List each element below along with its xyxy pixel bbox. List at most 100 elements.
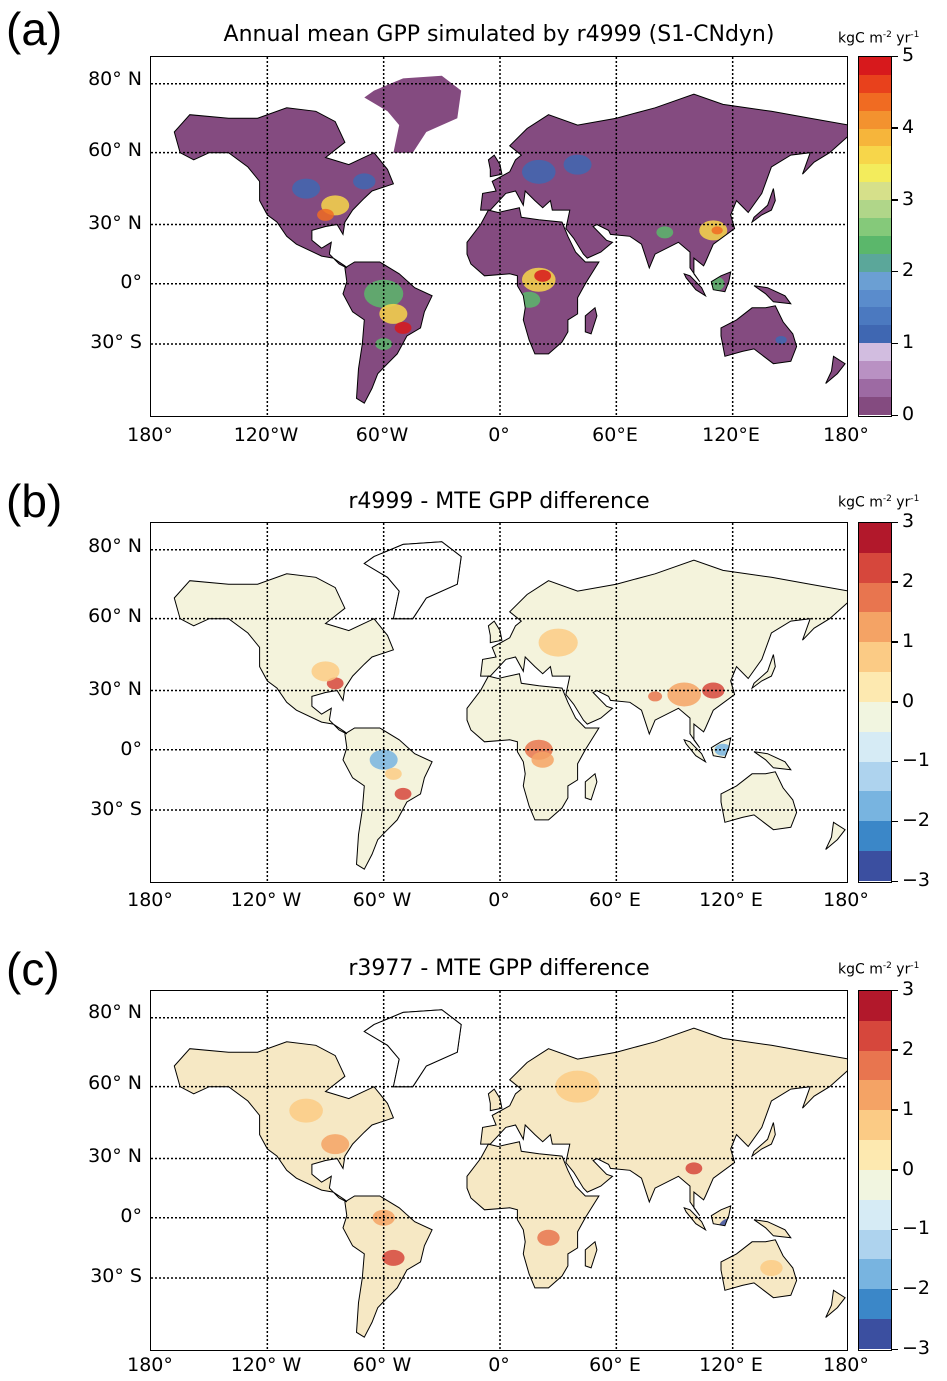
value-hotspots <box>311 628 732 800</box>
colorbar-tick <box>892 641 898 643</box>
value-patch <box>394 321 412 334</box>
landmass-south-america <box>343 1196 433 1338</box>
colorbar-tick-label: 3 <box>902 978 915 1000</box>
colorbar-segment <box>859 1319 891 1349</box>
colorbar-tick <box>892 820 898 823</box>
landmass-greenland <box>364 75 462 153</box>
panel-letter: (a) <box>6 3 63 55</box>
lon-label-120e: 120° E <box>699 1354 763 1376</box>
panel-title: r4999 - MTE GPP difference <box>348 489 650 514</box>
colorbar-tick <box>892 1049 898 1051</box>
lat-label-80n: 80° N <box>88 68 142 90</box>
colorbar-tick-label: 0 <box>902 403 915 425</box>
colorbar-segment <box>859 1169 891 1200</box>
coastline <box>487 154 503 178</box>
colorbar-tick <box>892 1228 898 1231</box>
colorbar-segment <box>859 200 891 219</box>
value-patch <box>563 154 592 175</box>
colorbar-segment <box>859 1289 891 1320</box>
colorbar-segment <box>859 821 891 852</box>
colorbar-tick-label: 2 <box>902 1037 915 1060</box>
value-patch <box>702 682 725 699</box>
colorbar-tick-label: 3 <box>902 187 915 210</box>
coastline <box>825 821 846 850</box>
colorbar-segment <box>859 761 891 792</box>
colorbar-tick-label: 3 <box>902 510 915 532</box>
lat-label-30s: 30° S <box>90 798 142 820</box>
colorbar-tick-label: −3 <box>902 869 931 891</box>
lon-label-120w: 120° W <box>230 889 302 911</box>
value-patch <box>538 628 578 657</box>
coastline <box>710 1205 732 1227</box>
colorbar-segment <box>859 1110 891 1141</box>
landmass-uk <box>488 621 502 643</box>
colorbar-segment <box>859 791 891 822</box>
coastline <box>487 1088 503 1112</box>
lon-label-120w: 120° W <box>230 1354 302 1376</box>
value-patch <box>311 661 340 682</box>
colorbar-tick-label: 2 <box>902 259 915 282</box>
lon-label-60e: 60°E <box>592 424 638 446</box>
value-patch <box>534 269 552 282</box>
lon-label-60w: 60° W <box>352 889 412 911</box>
colorbar-tick <box>892 760 898 763</box>
lon-label-60w: 60°W <box>355 424 409 446</box>
coastline <box>173 1041 395 1203</box>
landmass-eurasia <box>480 94 847 282</box>
lon-label-120e: 120° E <box>699 889 763 911</box>
map-canvas <box>151 523 847 882</box>
landmass-north-america <box>174 107 394 268</box>
value-patch <box>289 1098 323 1123</box>
colorbar-tick-label: 4 <box>902 115 915 138</box>
landmass-australia <box>721 305 797 364</box>
colorbar-segment <box>859 552 891 583</box>
landmass-africa <box>467 1141 599 1288</box>
lat-label-30n: 30° N <box>88 678 142 700</box>
value-hotspots <box>292 154 787 350</box>
colorbar-segment <box>859 253 891 272</box>
coastline <box>720 305 798 365</box>
colorbar-segment <box>859 325 891 344</box>
colorbar-tick <box>892 270 898 273</box>
colorbar-tick <box>892 199 898 201</box>
colorbar-segment <box>859 379 891 397</box>
landmass-australia <box>721 1239 797 1298</box>
lon-label-60e: 60° E <box>589 1354 641 1376</box>
colorbar <box>858 990 892 1351</box>
colorbar-unit: kgC m-2 yr-1 <box>838 494 920 511</box>
colorbar-segment <box>859 182 891 201</box>
lon-label-0: 0° <box>488 424 510 446</box>
colorbar-segment <box>859 1140 891 1170</box>
coastline <box>173 573 395 735</box>
lon-label-180w: 180° <box>127 889 173 911</box>
coastline <box>173 107 395 269</box>
value-patch <box>775 335 787 344</box>
landmass-japan <box>752 188 776 223</box>
colorbar-segment <box>859 218 891 236</box>
map-canvas <box>151 57 847 416</box>
colorbar-segment <box>859 672 891 702</box>
colorbar-segment <box>859 1229 891 1260</box>
landmass-greenland-nodata <box>363 1009 462 1088</box>
colorbar-tick <box>892 1348 898 1350</box>
lat-label-0: 0° <box>120 271 142 293</box>
landmass-south-america <box>343 728 433 870</box>
colorbar-tick <box>892 1109 898 1111</box>
colorbar-segment <box>859 57 891 75</box>
lat-label-0: 0° <box>120 1205 142 1227</box>
value-patch <box>321 1134 350 1155</box>
coastline <box>480 1027 847 1216</box>
colorbar-tick-label: −1 <box>902 1217 931 1240</box>
value-patch <box>394 787 412 800</box>
colorbar-tick <box>892 127 898 129</box>
colorbar-tick-label: 0 <box>902 689 915 712</box>
value-patch <box>521 159 556 184</box>
lat-label-0: 0° <box>120 738 142 760</box>
colorbar-segment <box>859 289 891 308</box>
colorbar-segment <box>859 731 891 762</box>
colorbar-segment <box>859 164 891 183</box>
colorbar-segment <box>859 92 891 111</box>
lon-label-180e: 180° <box>823 1354 869 1376</box>
lat-label-60n: 60° N <box>88 605 142 627</box>
value-patch <box>353 173 376 190</box>
